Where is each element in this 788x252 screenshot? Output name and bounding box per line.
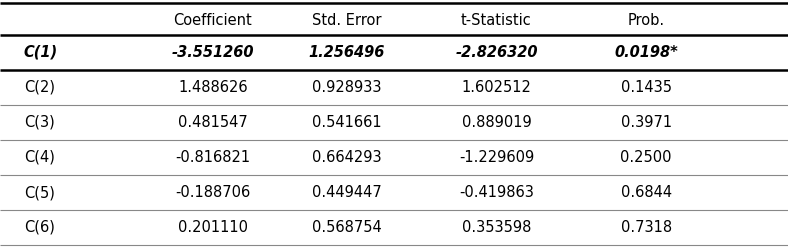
Text: 0.2500: 0.2500 [620,150,672,165]
Text: 0.928933: 0.928933 [312,80,381,95]
Text: 0.201110: 0.201110 [178,220,247,235]
Text: C(3): C(3) [24,115,54,130]
Text: 0.889019: 0.889019 [462,115,531,130]
Text: 0.664293: 0.664293 [312,150,381,165]
Text: 0.7318: 0.7318 [621,220,671,235]
Text: -0.816821: -0.816821 [175,150,251,165]
Text: Prob.: Prob. [627,13,665,27]
Text: -0.188706: -0.188706 [175,185,251,200]
Text: -2.826320: -2.826320 [455,45,537,60]
Text: 0.3971: 0.3971 [621,115,671,130]
Text: 1.256496: 1.256496 [309,45,385,60]
Text: 0.353598: 0.353598 [462,220,531,235]
Text: t-Statistic: t-Statistic [461,13,532,27]
Text: 0.449447: 0.449447 [312,185,381,200]
Text: C(6): C(6) [24,220,54,235]
Text: C(1): C(1) [24,45,58,60]
Text: Std. Error: Std. Error [312,13,381,27]
Text: C(2): C(2) [24,80,54,95]
Text: 1.488626: 1.488626 [178,80,247,95]
Text: 0.568754: 0.568754 [312,220,381,235]
Text: -0.419863: -0.419863 [459,185,534,200]
Text: -1.229609: -1.229609 [459,150,534,165]
Text: C(4): C(4) [24,150,54,165]
Text: -3.551260: -3.551260 [172,45,254,60]
Text: 0.6844: 0.6844 [621,185,671,200]
Text: C(5): C(5) [24,185,54,200]
Text: 0.541661: 0.541661 [312,115,381,130]
Text: 1.602512: 1.602512 [462,80,531,95]
Text: 0.481547: 0.481547 [178,115,247,130]
Text: 0.1435: 0.1435 [621,80,671,95]
Text: Coefficient: Coefficient [173,13,252,27]
Text: 0.0198*: 0.0198* [615,45,678,60]
